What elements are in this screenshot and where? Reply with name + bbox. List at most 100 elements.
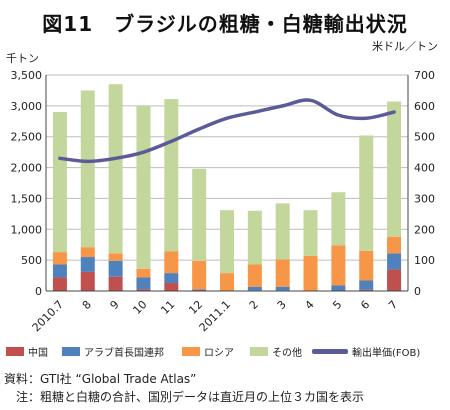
- bar-other: [220, 210, 234, 274]
- footnote: 注：粗糖と白糖の合計、国別データは直近月の上位３カ国を表示: [16, 390, 365, 404]
- source-note: 資料：GTI社 “Global Trade Atlas”: [4, 372, 197, 386]
- bar-russia: [387, 236, 402, 254]
- x-tick-label: 7: [386, 298, 400, 312]
- right-tick-label: 600: [414, 100, 435, 113]
- legend-label-price: 輸出単価(FOB): [352, 347, 421, 359]
- bar-china: [164, 282, 179, 291]
- left-tick-label: 1,500: [11, 192, 43, 205]
- x-tick-label: 5: [330, 298, 344, 312]
- bar-russia: [164, 251, 179, 274]
- right-tick-label: 300: [414, 192, 435, 205]
- bar-china: [192, 289, 207, 291]
- right-tick-label: 0: [414, 285, 421, 298]
- legend-swatch-china: [6, 346, 24, 356]
- bar-uae: [247, 286, 262, 291]
- chart-notes: 資料：GTI社 “Global Trade Atlas” 注：粗糖と白糖の合計、…: [4, 370, 364, 406]
- legend-item-uae: アラブ首長国連邦: [62, 342, 164, 360]
- bar-other: [331, 192, 346, 246]
- bar-russia: [136, 268, 151, 278]
- x-tick-label: 10: [130, 298, 149, 317]
- legend-swatch-russia: [182, 346, 200, 356]
- bar-other: [136, 105, 151, 269]
- bar-uae: [136, 277, 151, 290]
- right-tick-label: 400: [414, 162, 435, 175]
- price-line-series: [58, 98, 396, 164]
- right-tick-label: 700: [414, 69, 435, 82]
- chart-legend: 中国 アラブ首長国連邦 ロシア その他 輸出単価(FOB): [6, 342, 450, 360]
- legend-line-price: [312, 348, 348, 354]
- bar-russia: [192, 260, 207, 290]
- right-tick-label: 100: [414, 254, 435, 267]
- legend-label-uae: アラブ首長国連邦: [84, 347, 164, 359]
- bar-china: [359, 289, 374, 291]
- x-tick-label: 9: [108, 298, 122, 312]
- right-tick-label: 500: [414, 131, 435, 144]
- bar-uae: [164, 273, 179, 283]
- legend-item-russia: ロシア: [182, 342, 234, 360]
- bar-other: [359, 135, 374, 251]
- bar-other: [52, 112, 67, 253]
- bar-china: [136, 289, 151, 291]
- bar-russia: [303, 255, 318, 291]
- left-tick-label: 2,500: [11, 131, 43, 144]
- bar-china: [387, 269, 402, 291]
- left-tick-label: 0: [35, 285, 42, 298]
- bar-china: [52, 277, 67, 291]
- bar-other: [275, 203, 290, 260]
- bar-uae: [52, 264, 67, 278]
- x-tick-label: 8: [80, 298, 94, 312]
- bar-other: [247, 210, 262, 265]
- bar-other: [303, 210, 318, 256]
- bar-russia: [52, 252, 67, 265]
- bar-china: [108, 276, 123, 291]
- legend-label-other: その他: [272, 347, 302, 359]
- bar-uae: [387, 253, 402, 270]
- left-tick-label: 3,500: [11, 69, 43, 82]
- bar-russia: [331, 245, 346, 286]
- bar-china: [80, 271, 95, 291]
- bar-other: [80, 90, 95, 248]
- bar-other: [387, 101, 402, 237]
- bar-uae: [80, 257, 95, 272]
- price-line: [58, 98, 396, 164]
- bar-russia: [247, 264, 262, 287]
- left-tick-label: 2,000: [11, 162, 43, 175]
- left-tick-label: 3,000: [11, 100, 43, 113]
- bar-russia: [220, 273, 234, 291]
- bar-series: [52, 84, 402, 291]
- x-tick-label: 2: [247, 298, 261, 312]
- bar-uae: [331, 285, 346, 291]
- left-axis-unit: 千トン: [6, 52, 39, 65]
- legend-item-price: 輸出単価(FOB): [312, 342, 420, 360]
- right-axis-unit: 米ドル／トン: [372, 40, 438, 53]
- bar-other: [108, 84, 123, 254]
- chart-title: 図11 ブラジルの粗糖・白糖輸出状況: [42, 12, 408, 36]
- bar-other: [192, 168, 207, 261]
- chart-plot: 千トン 米ドル／トン 0 500 1,000 1,500 2,000 2,500 3,000…: [6, 40, 438, 334]
- x-tick-label: 2011.1: [197, 298, 233, 334]
- x-tick-label: 4: [303, 298, 317, 312]
- legend-swatch-other: [250, 346, 268, 356]
- bar-other: [164, 99, 179, 252]
- bar-russia: [275, 259, 290, 287]
- bar-russia: [359, 250, 374, 281]
- bar-russia: [80, 247, 95, 258]
- left-tick-label: 500: [21, 254, 42, 267]
- bar-uae: [108, 260, 123, 277]
- x-tick-label: 6: [358, 298, 372, 312]
- legend-item-other: その他: [250, 342, 302, 360]
- left-tick-label: 1,000: [11, 223, 43, 236]
- bar-russia: [108, 253, 123, 261]
- bar-uae: [359, 280, 374, 290]
- bar-uae: [275, 286, 290, 291]
- x-tick-label: 12: [186, 298, 205, 317]
- legend-label-china: 中国: [28, 347, 48, 359]
- legend-item-china: 中国: [6, 342, 48, 360]
- x-tick-label: 2010.7: [30, 298, 66, 334]
- legend-label-russia: ロシア: [204, 347, 234, 359]
- right-tick-label: 200: [414, 223, 435, 236]
- x-tick-label: 11: [158, 298, 177, 317]
- x-tick-label: 3: [275, 298, 289, 312]
- bar-uae: [192, 289, 207, 290]
